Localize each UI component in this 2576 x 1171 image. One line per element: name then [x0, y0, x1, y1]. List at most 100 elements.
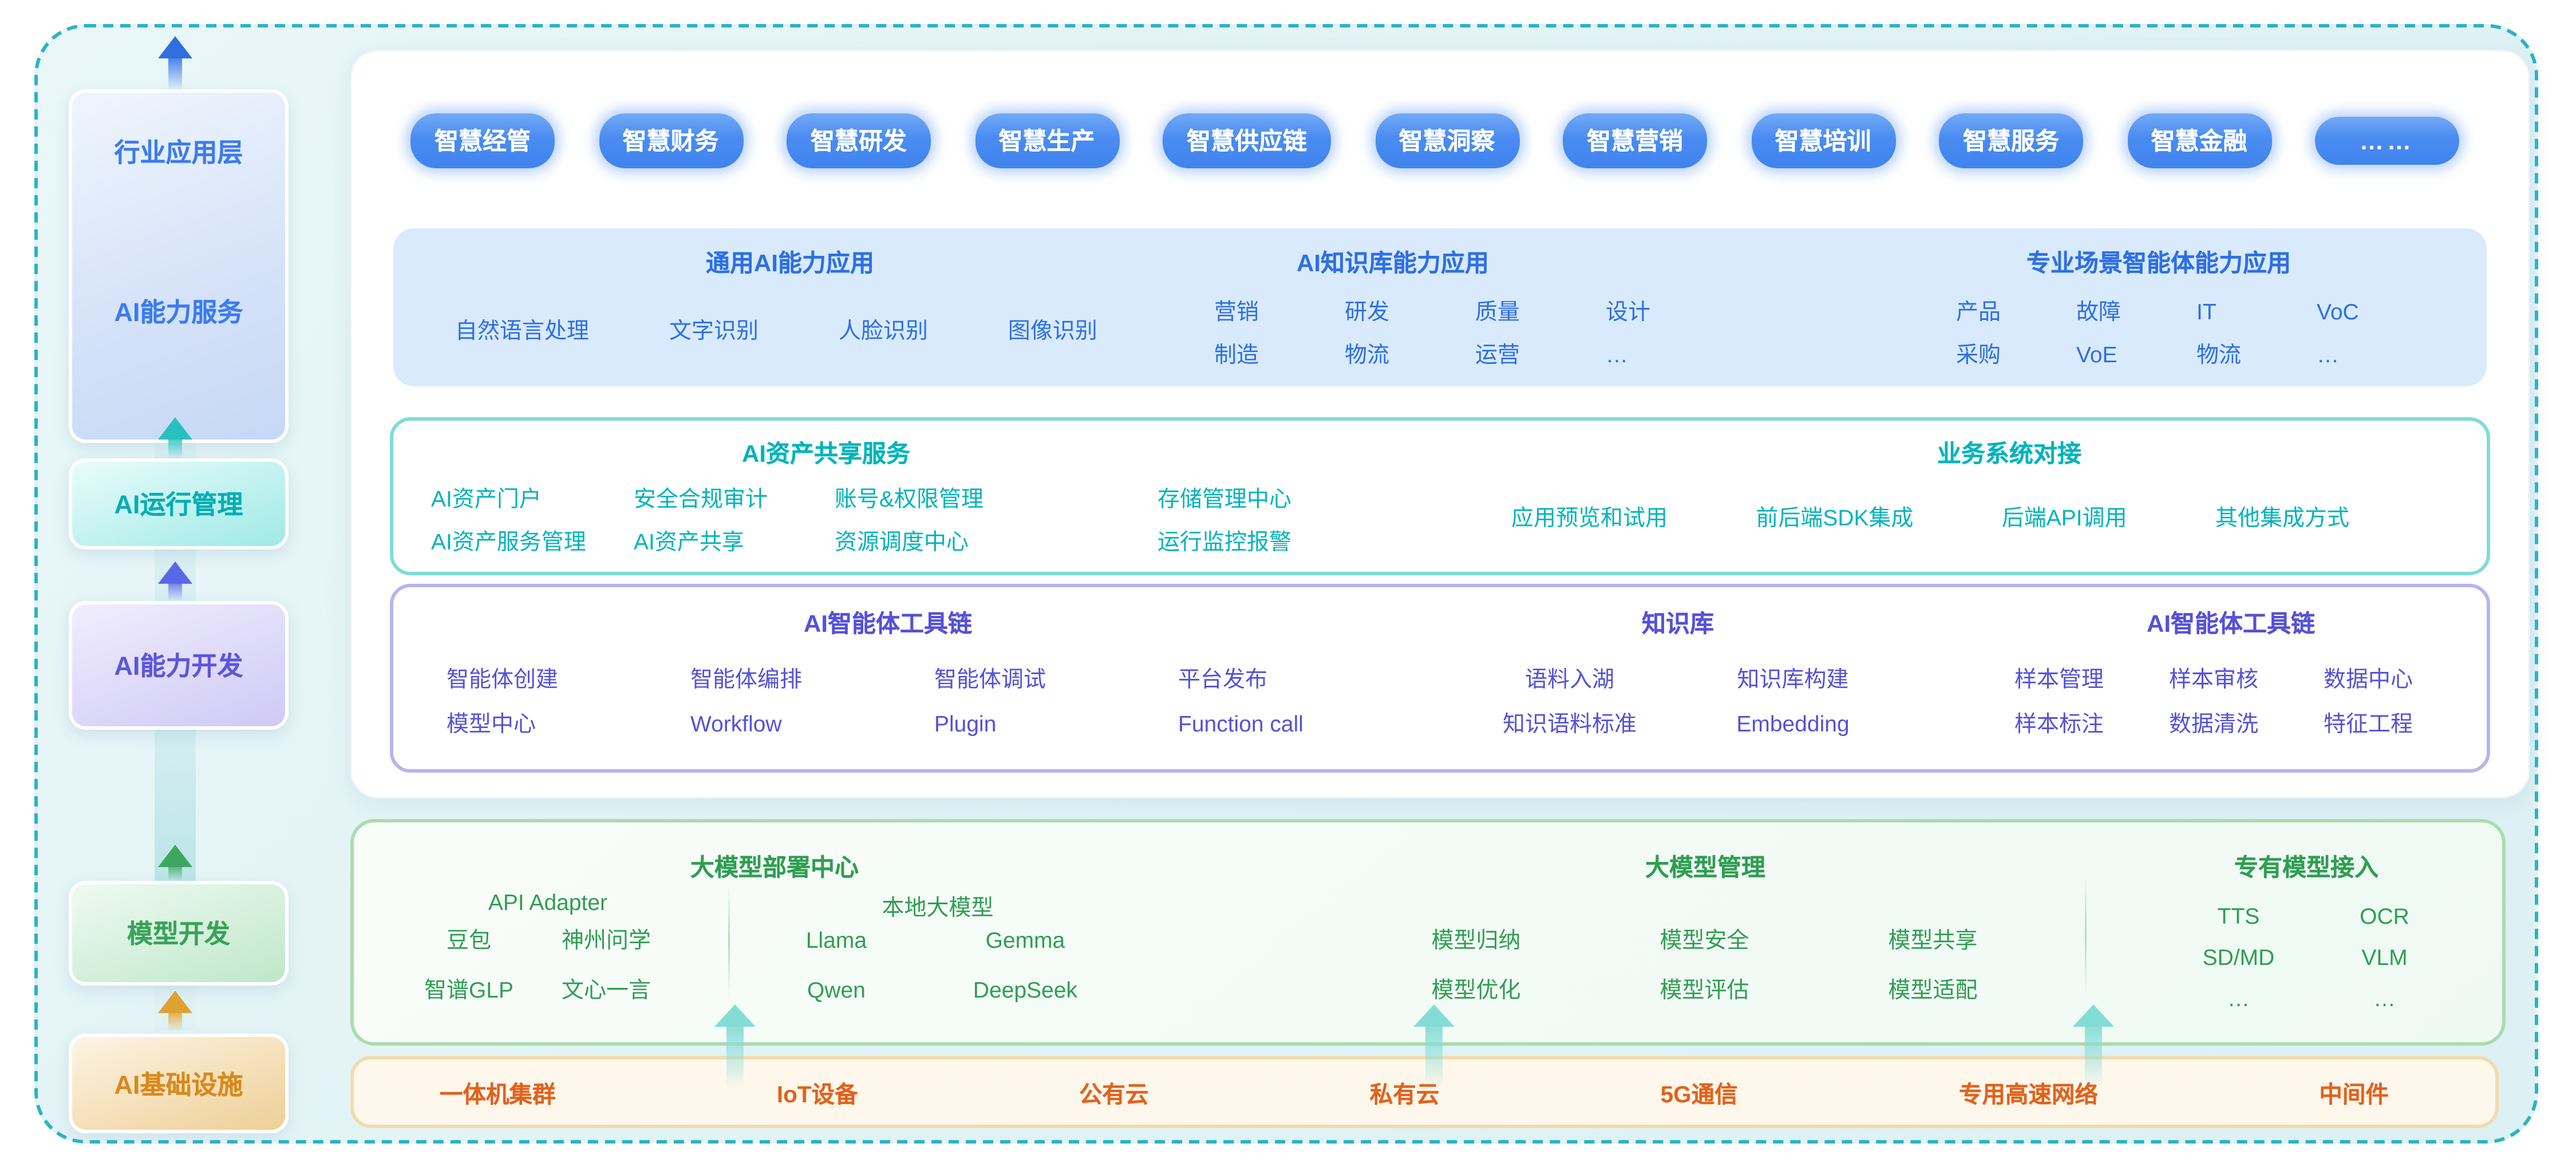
smart-app-pills-row: 智慧经管 智慧财务 智慧研发 智慧生产 智慧供应链 智慧洞察 智慧营销 智慧培训… [410, 113, 2459, 168]
knowledge-row: 营销 研发 质量 设计 [1214, 299, 1736, 326]
ability-item: 人脸识别 [838, 318, 928, 343]
arrow-up-teal-icon [713, 1004, 757, 1089]
ability-item: 文字识别 [669, 318, 759, 343]
ability-item: 产品 [1956, 299, 2001, 325]
tool-item: 语料入湖 [1524, 666, 1614, 692]
app-pill: 智慧洞察 [1374, 113, 1519, 168]
asset-item: 其他集成方式 [2215, 505, 2349, 531]
app-pill: 智慧研发 [787, 113, 931, 168]
ability-item: 物流 [1345, 342, 1390, 367]
tool-item: 智能体创建 [447, 666, 559, 692]
model-item: DeepSeek [973, 977, 1078, 1003]
arrow-up-teal-icon [158, 417, 192, 458]
asset-item: 存储管理中心 [1157, 486, 1292, 512]
tool-item: 数据清洗 [2168, 711, 2258, 737]
manage-grid: 模型归纳 模型安全 模型共享 模型优化 模型评估 模型适配 [1362, 927, 2047, 1004]
asset-item: 后端API调用 [2001, 505, 2127, 531]
model-item: Llama [805, 927, 867, 953]
arrow-up-indigo-icon [158, 561, 192, 601]
kb-row: 语料入湖 知识库构建 [1458, 666, 1905, 694]
app-pill: 智慧服务 [1939, 113, 2083, 168]
arrow-head [1413, 1004, 1455, 1027]
arrow-tail [726, 1027, 744, 1089]
sidebar-label-ai-service: AI能力服务 [114, 299, 243, 328]
section-title: 知识库 [1642, 610, 1714, 637]
sidebar-label: AI基础设施 [114, 1070, 243, 1100]
ability-item: IT [2196, 299, 2217, 325]
tool-item: 智能体编排 [690, 666, 803, 692]
main-panel: 智慧经管 智慧财务 智慧研发 智慧生产 智慧供应链 智慧洞察 智慧营销 智慧培训… [350, 50, 2530, 798]
section-title: AI知识库能力应用 [1297, 249, 1489, 276]
tools-row: 模型中心 Workflow Plugin Function call [447, 711, 1422, 738]
ability-item: 营销 [1214, 299, 1259, 325]
arrow-head [158, 991, 192, 1013]
model-item: 模型归纳 [1431, 927, 1521, 953]
private-models-grid: TTS OCR SD/MD VLM … … [2166, 903, 2458, 1013]
model-item: 模型安全 [1660, 927, 1749, 953]
ability-item: 采购 [1956, 342, 2001, 367]
scene-row: 采购 VoE 物流 … [1956, 342, 2437, 369]
tools-row: 智能体创建 智能体编排 智能体调试 平台发布 [447, 666, 1422, 694]
divider [2085, 874, 2087, 994]
sidebar-layer-ai-dev: AI能力开发 [69, 601, 289, 730]
app-pill: 智慧金融 [2127, 113, 2271, 168]
section-title: 专有模型接入 [2234, 853, 2379, 881]
tool-item: 知识库构建 [1737, 666, 1849, 692]
infra-item: 专用高速网络 [1959, 1082, 2099, 1107]
tool-item: Workflow [690, 711, 782, 737]
sidebar-layer-ai-infra: AI基础设施 [69, 1034, 289, 1133]
ability-item: 物流 [2196, 342, 2242, 367]
subgroup-title: API Adapter [488, 889, 608, 915]
general-items-row: 自然语言处理 文字识别 人脸识别 图像识别 [455, 318, 1097, 345]
scene-row: 产品 故障 IT VoC [1956, 299, 2437, 326]
arrow-tail [1425, 1027, 1443, 1089]
sidebar-label-industry-app: 行业应用层 [114, 139, 243, 168]
arrow-head [158, 417, 192, 440]
asset-item: 资源调度中心 [835, 529, 969, 555]
ability-item: … [1606, 342, 1628, 367]
arrow-head [158, 845, 192, 867]
local-models-grid: Llama Gemma Qwen DeepSeek [742, 927, 1120, 1004]
ability-item: VoC [2317, 299, 2359, 325]
tool-item: Function call [1178, 711, 1303, 737]
tool-item: 数据中心 [2323, 666, 2413, 692]
model-item: Qwen [807, 977, 866, 1003]
arrow-tail [2085, 1027, 2102, 1089]
arrow-up-blue-icon [158, 36, 192, 91]
asset-row: AI资产门户 安全合规审计 账号&权限管理 存储管理中心 [431, 486, 1346, 513]
infra-item: 公有云 [1078, 1082, 1149, 1107]
model-item: 模型评估 [1660, 977, 1749, 1003]
section-title: 业务系统对接 [1937, 440, 2081, 467]
asset-row: AI资产服务管理 AI资产共享 资源调度中心 运行监控报警 [431, 529, 1346, 556]
section-title: 大模型部署中心 [690, 853, 859, 881]
asset-item: 运行监控报警 [1157, 529, 1292, 555]
section-title: AI智能体工具链 [804, 610, 972, 637]
sidebar-layer-application: 行业应用层 AI能力服务 [69, 89, 289, 443]
ability-item: 故障 [2076, 299, 2121, 325]
arrow-tail [168, 584, 182, 601]
tool-item: 样本审核 [2168, 666, 2258, 692]
asset-item: 安全合规审计 [634, 486, 768, 512]
data-row: 样本标注 数据清洗 特征工程 [1982, 711, 2445, 738]
sidebar-layer-model-dev: 模型开发 [69, 881, 289, 986]
knowledge-row: 制造 物流 运营 … [1214, 342, 1736, 369]
asset-item: AI资产门户 [431, 486, 542, 512]
divider [728, 884, 730, 998]
arrow-tail [168, 58, 182, 91]
sidebar-label: AI运行管理 [114, 491, 243, 520]
app-pill: 智慧财务 [598, 113, 743, 168]
section-title: AI智能体工具链 [2147, 610, 2315, 637]
model-item: VLM [2361, 944, 2408, 970]
model-item: 模型优化 [1431, 977, 1521, 1003]
model-item: TTS [2217, 903, 2260, 929]
arrow-tail [168, 867, 182, 881]
model-item: 神州问学 [561, 927, 651, 953]
model-item: 模型适配 [1888, 977, 1978, 1003]
tool-item: 知识语料标准 [1502, 711, 1637, 737]
ability-item: … [2317, 342, 2339, 367]
app-pill: 智慧经管 [410, 113, 555, 168]
asset-item: 账号&权限管理 [835, 486, 984, 512]
ability-item: 自然语言处理 [455, 318, 590, 343]
